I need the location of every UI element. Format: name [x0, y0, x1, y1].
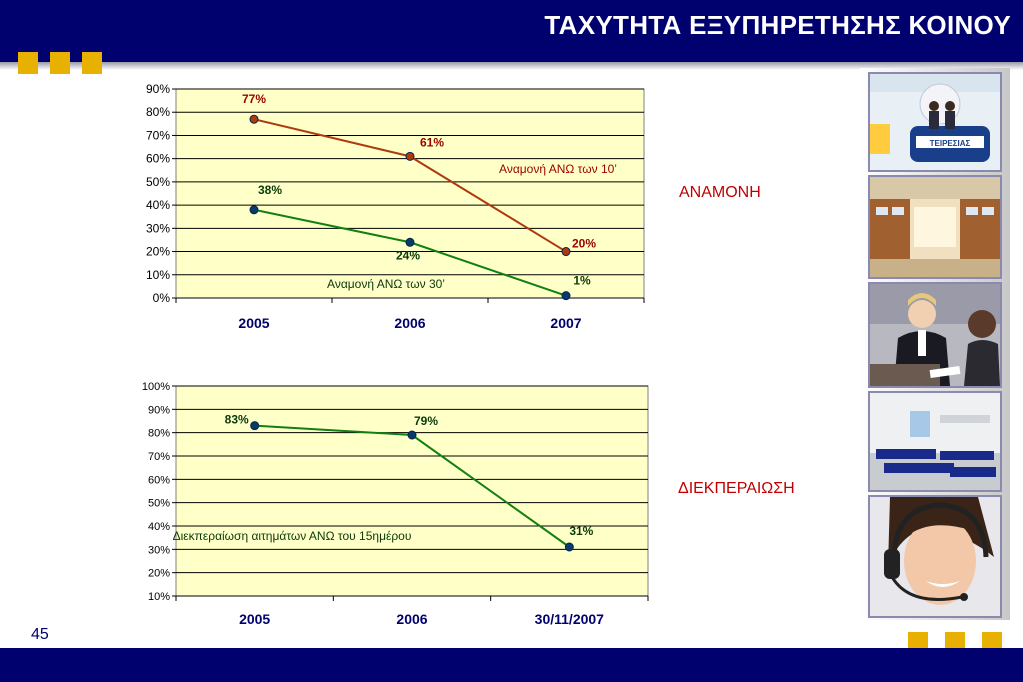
data-point: [407, 430, 417, 440]
y-tick-label: 60%: [146, 152, 170, 166]
y-tick-label: 40%: [146, 198, 170, 212]
data-point: [561, 247, 571, 257]
data-label: 1%: [573, 274, 591, 288]
slide-title: ΤΑΧΥΤΗΤΑ ΕΞΥΠΗΡΕΤΗΣΗΣ ΚΟΙΝΟΥ: [544, 10, 1011, 40]
y-tick-label: 80%: [146, 105, 170, 119]
data-point: [561, 291, 571, 301]
y-tick-label: 70%: [148, 451, 170, 463]
y-tick-label: 30%: [148, 544, 170, 556]
x-category-label: 2007: [550, 315, 581, 331]
y-tick-label: 100%: [142, 381, 170, 393]
y-tick-label: 90%: [148, 404, 170, 416]
data-label: 31%: [569, 524, 593, 538]
y-tick-label: 10%: [146, 268, 170, 282]
service-counters-photo: [868, 175, 1002, 279]
data-point: [564, 542, 574, 552]
chart-processing: 10% 20% 30% 40% 50% 60% 70% 80% 90% 100% 2005 2006 3…: [126, 370, 662, 636]
data-point: [250, 421, 260, 431]
y-tick-label: 50%: [146, 175, 170, 189]
chart-processing-svg: 10% 20% 30% 40% 50% 60% 70% 80% 90% 100% 2005 2006 3…: [142, 381, 649, 627]
clerk-at-desk-photo: [868, 282, 1002, 388]
y-tick-label: 20%: [146, 245, 170, 259]
chart-waiting-svg: 0% 10% 20% 30% 40% 50% 60% 70% 80% 90% 2005 2006 200…: [146, 82, 645, 331]
x-category-label: 30/11/2007: [535, 611, 605, 627]
accent-square-icon: [82, 52, 102, 74]
footer-bar: [0, 648, 1023, 682]
title-bar: ΤΑΧΥΤΗΤΑ ΕΞΥΠΗΡΕΤΗΣΗΣ ΚΟΙΝΟΥ: [0, 0, 1023, 62]
y-tick-label: 0%: [153, 291, 171, 305]
data-point: [405, 151, 415, 161]
data-point: [249, 205, 259, 215]
y-tick-label: 60%: [148, 474, 170, 486]
call-center-agent-photo: [868, 495, 1002, 618]
data-label: 79%: [414, 414, 438, 428]
data-label: 20%: [572, 237, 596, 251]
data-point: [405, 237, 415, 247]
series-name-label: Αναμονή ΑΝΩ των 10’: [499, 162, 617, 176]
plot-area: [175, 88, 645, 299]
title-underline-band: [0, 62, 1023, 70]
y-tick-label: 80%: [148, 428, 170, 440]
waiting-room-chairs-photo: [868, 391, 1002, 492]
data-label: 38%: [258, 183, 282, 197]
chart-waiting: 0% 10% 20% 30% 40% 50% 60% 70% 80% 90% 2005 2006 200…: [128, 72, 660, 342]
plot-area: [175, 385, 649, 597]
x-category-label: 2006: [394, 315, 425, 331]
y-tick-label: 50%: [148, 498, 170, 510]
y-tick-label: 20%: [148, 568, 170, 580]
data-label: 83%: [225, 413, 249, 427]
series-name-label: Αναμονή ΑΝΩ των 30’: [327, 277, 445, 291]
x-category-label: 2006: [396, 611, 427, 627]
series-name-label: Διεκπεραίωση αιτημάτων ΑΝΩ του 15ημέρου: [173, 529, 412, 543]
data-label: 77%: [242, 92, 266, 106]
accent-square-icon: [50, 52, 70, 74]
label-processing: ΔΙΕΚΠΕΡΑΙΩΣΗ: [678, 480, 795, 497]
y-tick-label: 90%: [146, 82, 170, 96]
y-tick-label: 70%: [146, 128, 170, 142]
y-tick-label: 10%: [148, 591, 170, 603]
y-tick-label: 30%: [146, 221, 170, 235]
reception-sign: ΤΕΙΡΕΣΙΑΣ: [930, 139, 971, 148]
x-category-label: 2005: [238, 315, 269, 331]
page-number: 45: [31, 626, 49, 643]
data-label: 24%: [396, 248, 420, 262]
data-label: 61%: [420, 135, 444, 149]
data-point: [249, 114, 259, 124]
label-waiting: ΑΝΑΜΟΝΗ: [679, 184, 761, 201]
reception-desk-photo: ΤΕΙΡΕΣΙΑΣ: [868, 72, 1002, 172]
y-tick-label: 40%: [148, 521, 170, 533]
x-category-label: 2005: [239, 611, 270, 627]
accent-square-icon: [18, 52, 38, 74]
